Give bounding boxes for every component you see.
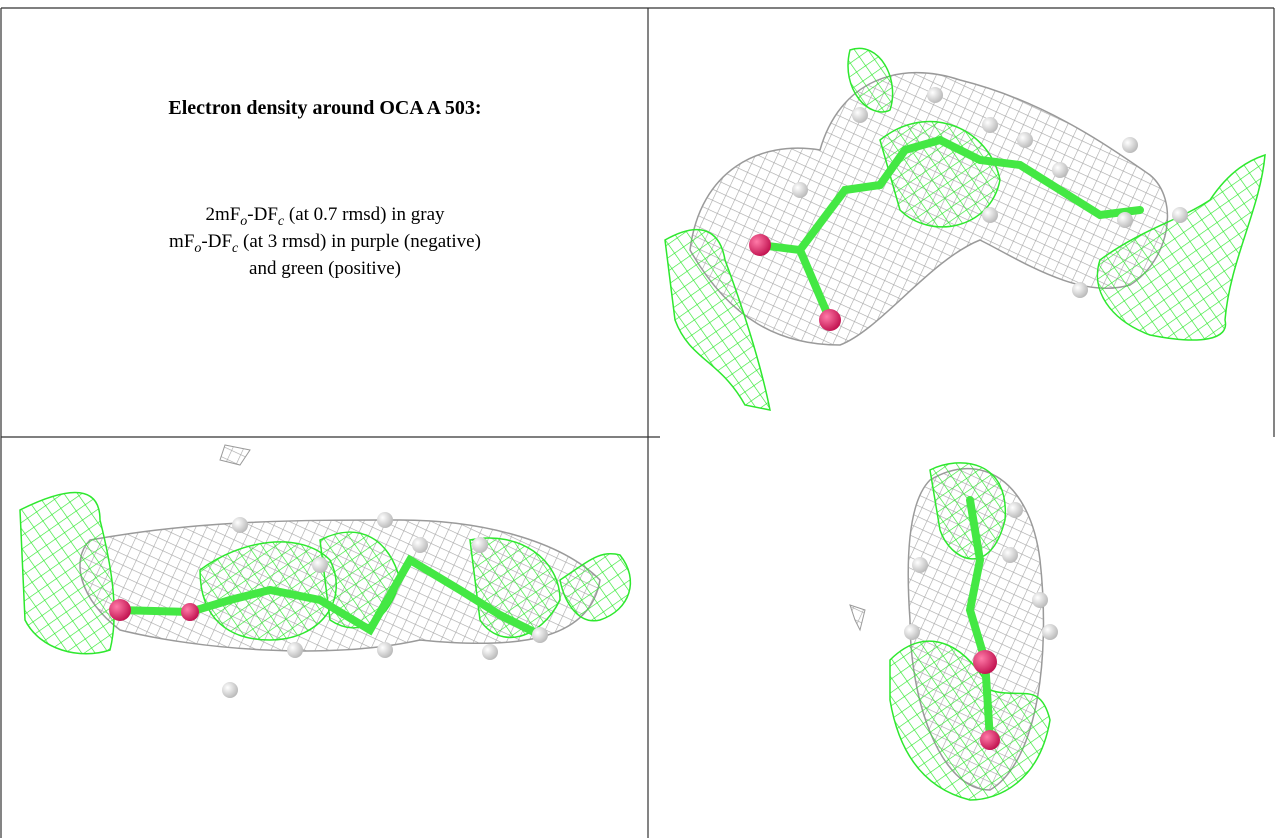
caption-line: mFo-DFc (at 3 rmsd) in purple (negative) [169,231,481,256]
caption-text: mF [169,231,194,252]
caption-line: 2mFo-DFc (at 0.7 rmsd) in gray [205,204,445,229]
caption-text: -DF [247,204,278,225]
cell-title: Electron density around OCA A 503: [168,97,481,119]
subscript: o [240,214,247,229]
caption-line: and green (positive) [249,258,401,279]
caption-text: and green (positive) [249,258,401,279]
density-view-1 [665,48,1265,410]
caption-text: 2mF [205,204,240,225]
density-view-2 [20,445,630,698]
caption-text: (at 3 rmsd) in purple (negative) [238,231,481,252]
subscript: o [194,241,201,256]
caption-text: -DF [201,231,232,252]
density-view-3 [850,463,1058,800]
figure-page: Electron density around OCA A 503: 2mFo-… [0,0,1275,838]
caption-text: (at 0.7 rmsd) in gray [284,204,445,225]
